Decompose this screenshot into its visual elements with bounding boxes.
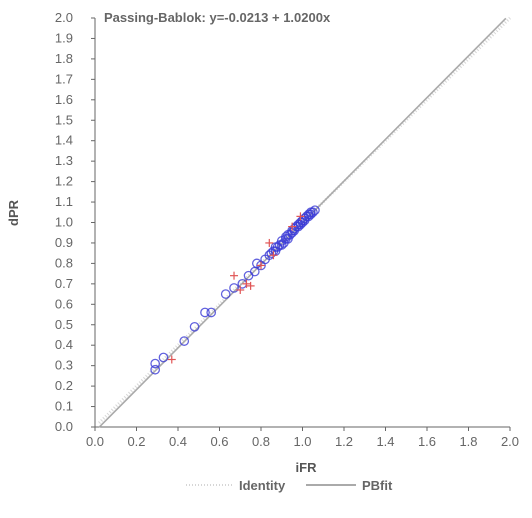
y-tick-label: 1.1 — [55, 194, 73, 209]
x-tick-label: 0.4 — [169, 434, 187, 449]
data-point-plus — [257, 261, 265, 270]
data-point-circle — [310, 205, 320, 216]
x-tick-label: 2.0 — [501, 434, 519, 449]
x-tick-label: 1.4 — [376, 434, 394, 449]
y-tick-label: 1.8 — [55, 51, 73, 66]
y-tick-label: 2.0 — [55, 10, 73, 25]
y-tick-label: 0.8 — [55, 255, 73, 270]
y-tick-label: 1.3 — [55, 153, 73, 168]
data-point-circle — [179, 336, 190, 346]
data-point-plus — [269, 251, 278, 260]
data-point-circle — [243, 270, 254, 281]
x-tick-label: 0.0 — [86, 434, 104, 449]
x-tick-label: 1.2 — [335, 434, 353, 449]
data-point-circle — [308, 207, 318, 218]
y-tick-label: 0.5 — [55, 317, 73, 332]
x-tick-label: 1.6 — [418, 434, 436, 449]
y-tick-label: 1.6 — [55, 92, 73, 107]
data-point-plus — [167, 355, 176, 364]
y-tick-label: 1.9 — [55, 30, 73, 45]
y-tick-label: 0.9 — [55, 235, 73, 250]
data-point-circle — [220, 289, 231, 299]
data-point-circle — [189, 321, 200, 332]
y-axis-ticks: 0.0 0.1 0.2 0.3 0.4 0.5 0.6 0.7 0.8 0.9 1.0 1.1 1.2 1… — [55, 10, 95, 434]
data-point-plus — [246, 281, 255, 290]
y-tick-label: 1.5 — [55, 112, 73, 127]
legend-identity-label: Identity — [239, 478, 286, 493]
y-axis-title: dPR — [6, 199, 21, 226]
data-point-circle — [200, 307, 210, 318]
y-tick-label: 0.1 — [55, 399, 73, 414]
x-tick-label: 0.2 — [127, 434, 145, 449]
y-tick-label: 1.0 — [55, 215, 73, 230]
y-tick-label: 1.2 — [55, 174, 73, 189]
data-point-circle — [229, 283, 239, 293]
data-point-plus — [242, 279, 251, 288]
y-tick-label: 0.4 — [55, 337, 73, 352]
y-tick-label: 1.7 — [55, 71, 73, 86]
x-tick-label: 0.8 — [252, 434, 270, 449]
x-axis-ticks: 0.0 0.2 0.4 0.6 0.8 1.0 1.2 1.4 1.6 1.8 2.0 — [86, 427, 519, 449]
data-point-plus — [288, 222, 297, 231]
legend-pbfit-label: PBfit — [362, 478, 393, 493]
data-points — [150, 205, 320, 375]
data-point-circle — [150, 358, 161, 369]
y-tick-label: 0.2 — [55, 378, 73, 393]
x-tick-label: 1.8 — [459, 434, 477, 449]
legend: Identity PBfit — [186, 478, 393, 493]
regression-annotation: Passing-Bablok: y=-0.0213 + 1.0200x — [104, 10, 331, 25]
y-tick-label: 0.7 — [55, 276, 73, 291]
x-axis-title: iFR — [296, 460, 318, 475]
data-point-circle — [206, 307, 217, 318]
data-point-circle — [150, 364, 161, 375]
y-tick-label: 0.3 — [55, 358, 73, 373]
y-tick-label: 0.6 — [55, 296, 73, 311]
y-tick-label: 0.0 — [55, 419, 73, 434]
data-point-circle — [158, 352, 169, 363]
data-point-plus — [265, 238, 274, 247]
x-tick-label: 1.0 — [293, 434, 311, 449]
data-point-plus — [230, 271, 239, 280]
x-tick-label: 0.6 — [210, 434, 228, 449]
y-tick-label: 1.4 — [55, 133, 73, 148]
data-point-plus — [236, 285, 245, 294]
data-point-plus — [296, 212, 305, 221]
